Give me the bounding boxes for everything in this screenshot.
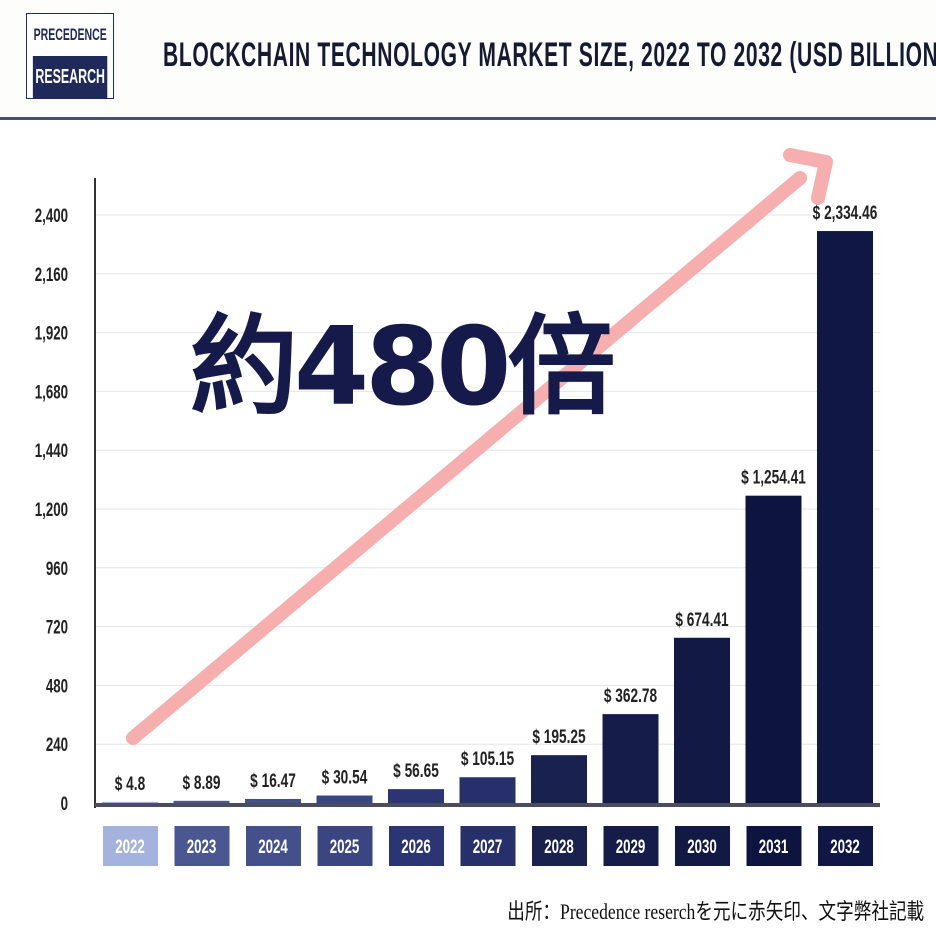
- x-tick-label: 2031: [759, 837, 789, 858]
- bar: [817, 231, 873, 803]
- growth-arrow-shaft: [126, 171, 807, 745]
- x-tick-label: 2030: [687, 837, 717, 858]
- data-label: $ 56.65: [393, 760, 439, 782]
- bar: [245, 798, 301, 803]
- year-label-box: [389, 826, 444, 866]
- bar: [102, 801, 158, 803]
- y-tick-label: 960: [46, 559, 68, 580]
- x-tick-label: 2029: [616, 837, 646, 858]
- data-label: $ 2,334.46: [813, 202, 878, 224]
- x-tick-label: 2032: [830, 837, 860, 858]
- x-tick-label: 2025: [330, 837, 360, 858]
- y-tick-label: 1,680: [35, 382, 68, 403]
- year-label-box: [460, 826, 516, 866]
- x-tick-label: 2023: [187, 837, 217, 858]
- year-label-box: [603, 826, 659, 866]
- year-label-box: [746, 826, 802, 866]
- year-label-box: [103, 826, 158, 866]
- y-tick-label: 1,920: [35, 323, 68, 344]
- y-tick-label: 1,200: [35, 500, 68, 521]
- y-tick-label: 480: [46, 676, 68, 697]
- x-tick-label: 2028: [544, 837, 574, 858]
- growth-arrow-head-icon: [783, 148, 833, 205]
- data-label: $ 105.15: [461, 748, 514, 770]
- data-label: $ 674.41: [675, 609, 728, 631]
- bar: [674, 637, 730, 803]
- bar: [388, 789, 444, 803]
- year-label-box: [675, 826, 730, 866]
- year-label-box: [174, 826, 230, 866]
- y-tick-label: 0: [61, 794, 68, 815]
- bar: [316, 795, 373, 803]
- year-label-box: [532, 826, 587, 866]
- bar: [531, 755, 587, 803]
- x-tick-label: 2026: [401, 837, 431, 858]
- y-tick-label: 720: [46, 617, 68, 638]
- year-label-box: [246, 826, 301, 866]
- growth-annotation: 約480倍: [190, 305, 615, 430]
- x-tick-label: 2027: [473, 837, 503, 858]
- y-tick-label: 240: [46, 735, 68, 756]
- data-label: $ 195.25: [532, 726, 585, 748]
- x-tick-label: 2022: [115, 837, 145, 858]
- data-label: $ 1,254.41: [741, 466, 806, 488]
- y-tick-label: 2,400: [35, 206, 68, 227]
- bar: [602, 714, 659, 803]
- year-label-box: [818, 826, 873, 866]
- data-label: $ 4.8: [115, 773, 145, 795]
- bar: [745, 495, 802, 803]
- x-tick-label: 2024: [258, 837, 288, 858]
- source-note: 出所：Precedence reserchを元に赤矢印、文字弊社記載: [507, 899, 924, 924]
- data-label: $ 8.89: [182, 772, 220, 794]
- data-label: $ 30.54: [322, 766, 368, 788]
- year-label-box: [317, 826, 373, 866]
- data-label: $ 362.78: [604, 685, 657, 707]
- y-tick-label: 2,160: [35, 265, 68, 286]
- header: PRECEDENCE RESEARCH BLOCKCHAIN TECHNOLOG…: [0, 0, 936, 120]
- y-tick-label: 1,440: [35, 441, 68, 462]
- bar: [173, 800, 230, 803]
- logo-top-text: PRECEDENCE: [32, 14, 108, 56]
- logo-bottom-text: RESEARCH: [32, 56, 108, 98]
- data-label: $ 16.47: [250, 770, 296, 792]
- bar: [459, 777, 516, 803]
- chart-title: BLOCKCHAIN TECHNOLOGY MARKET SIZE, 2022 …: [163, 36, 936, 74]
- precedence-research-logo: PRECEDENCE RESEARCH: [26, 13, 114, 99]
